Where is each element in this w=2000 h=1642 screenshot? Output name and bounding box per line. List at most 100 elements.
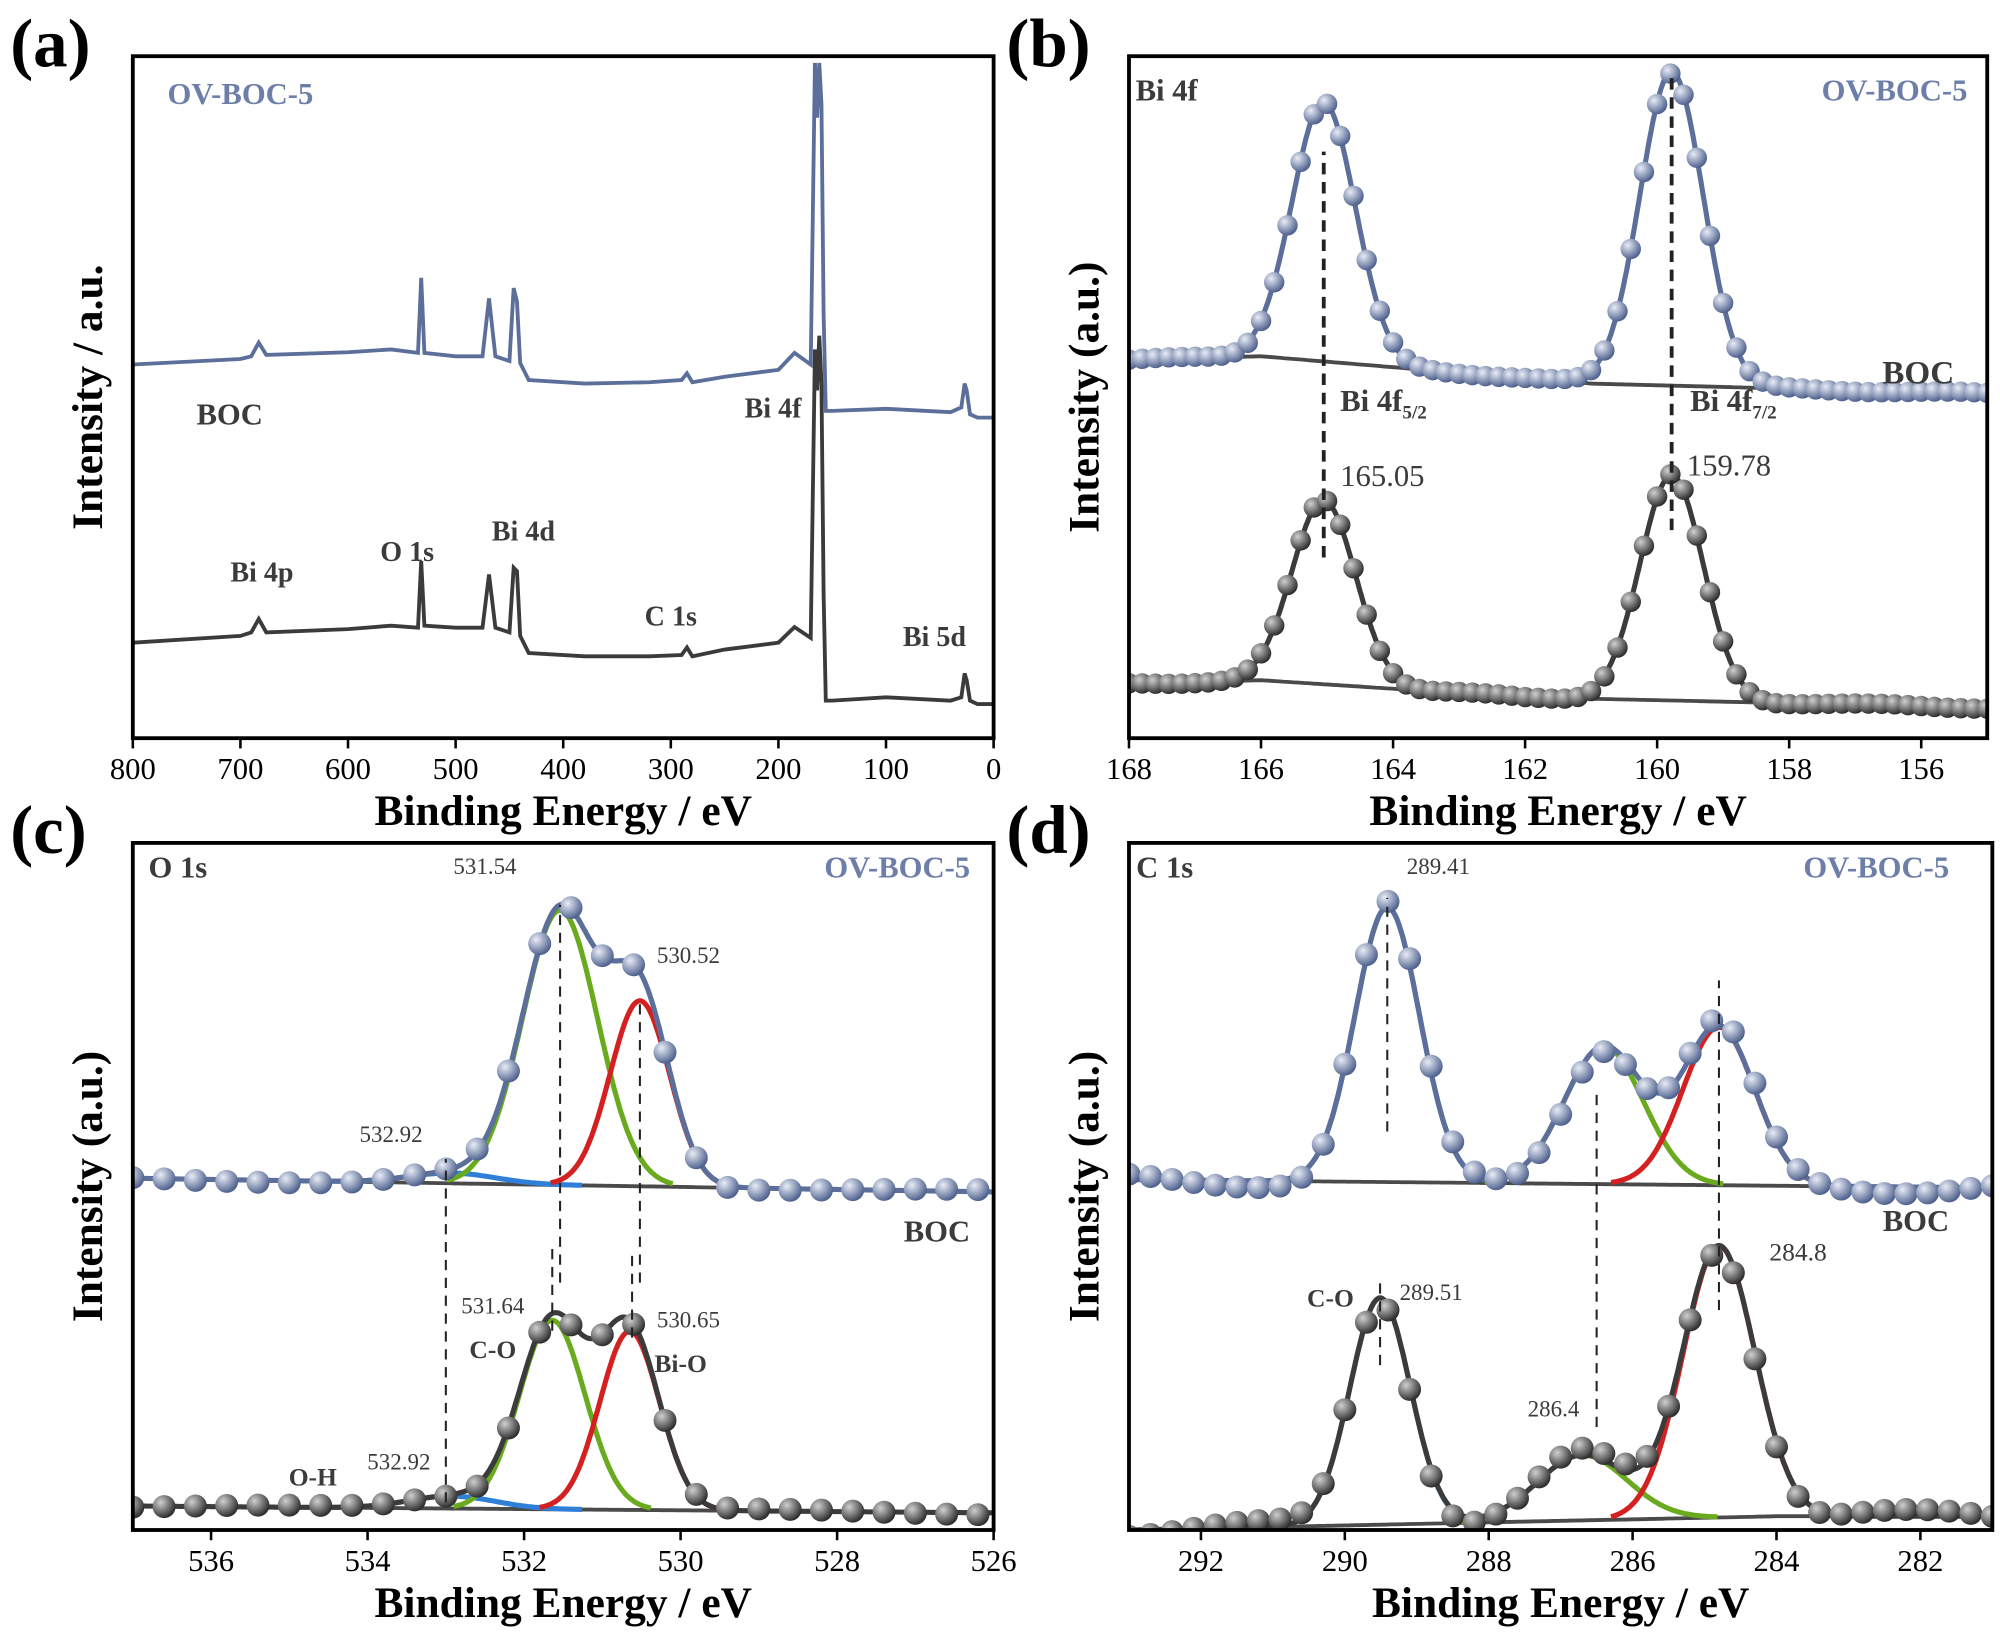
data-point-d-boc	[1937, 1499, 1961, 1523]
data-point-b-ov-boc-5	[1607, 301, 1628, 322]
plot-frame-c	[130, 840, 996, 1532]
annotation-text-d: 289.41	[1407, 854, 1470, 879]
data-point-c-ov-boc-5	[903, 1177, 927, 1201]
data-point-d-ov-boc-5	[1570, 1060, 1594, 1084]
annotation-text-b: Bi 4f	[1136, 74, 1199, 108]
plot-frame-a	[130, 54, 996, 741]
data-point-b-boc	[1356, 604, 1377, 625]
x-tick-label-b: 158	[1766, 752, 1812, 786]
data-point-d-ov-boc-5	[1829, 1177, 1853, 1201]
data-point-d-boc	[1462, 1510, 1486, 1531]
data-point-c-boc	[340, 1493, 364, 1517]
annotation-text-c: OV-BOC-5	[824, 850, 970, 884]
data-point-d-boc	[1592, 1442, 1616, 1466]
data-point-d-ov-boc-5	[1268, 1174, 1292, 1198]
data-point-d-ov-boc-5	[1203, 1173, 1227, 1197]
annotation-b: OV-BOC-5	[1822, 74, 1968, 108]
data-point-b-ov-boc-5	[1673, 84, 1694, 105]
data-point-c-boc	[309, 1493, 333, 1517]
x-tick-label-c: 530	[658, 1544, 704, 1578]
data-point-c-boc	[371, 1492, 395, 1516]
data-point-d-ov-boc-5	[1700, 1009, 1724, 1033]
annotation-text-b: 159.78	[1687, 449, 1771, 483]
data-point-d-ov-boc-5	[1128, 1162, 1141, 1186]
data-point-b-boc	[1633, 535, 1655, 556]
data-point-c-boc	[403, 1488, 427, 1512]
data-point-c-ov-boc-5	[747, 1178, 771, 1202]
data-point-b-boc	[1369, 640, 1391, 662]
annotation-c: Bi-O	[654, 1349, 706, 1378]
data-point-b-boc	[1686, 525, 1708, 546]
data-point-c-boc	[496, 1416, 520, 1440]
y-axis-label-d: Intensity (a.u.)	[1060, 1051, 1108, 1322]
data-point-d-ov-boc-5	[1613, 1053, 1637, 1076]
data-point-c-boc	[841, 1499, 865, 1523]
annotation-d: 289.51	[1400, 1280, 1463, 1305]
data-point-d-ov-boc-5	[1484, 1167, 1508, 1191]
annotation-text-c: 530.52	[657, 943, 720, 968]
data-point-d-boc	[1311, 1472, 1335, 1496]
data-point-c-boc	[716, 1496, 740, 1520]
annotation-text-c: C-O	[469, 1335, 516, 1364]
x-tick-label-d: 288	[1466, 1544, 1512, 1578]
data-point-c-boc	[622, 1312, 646, 1336]
survey-line-ov-boc-5	[132, 62, 994, 420]
data-point-b-ov-boc-5	[1369, 300, 1391, 321]
data-point-b-boc	[1712, 631, 1734, 652]
data-point-b-ov-boc-5	[1660, 63, 1681, 84]
data-point-d-boc	[1506, 1486, 1529, 1510]
data-point-c-ov-boc-5	[966, 1178, 990, 1202]
data-point-c-ov-boc-5	[246, 1170, 270, 1194]
annotation-c: 532.92	[359, 1122, 422, 1147]
data-point-d-boc	[1160, 1520, 1184, 1531]
x-tick-label-c: 528	[814, 1544, 860, 1578]
data-point-c-ov-boc-5	[340, 1170, 364, 1194]
data-point-c-boc	[152, 1495, 176, 1519]
panel-b: (b) Binding Energy / eV Intensity (a.u.) 16…	[1006, 5, 1990, 835]
annotation-text-b: Bi 4f	[1690, 384, 1753, 418]
data-point-d-ov-boc-5	[1678, 1041, 1702, 1065]
data-point-b-ov-boc-5	[1712, 292, 1734, 314]
data-point-c-boc	[465, 1474, 489, 1498]
annotation-c: 530.65	[657, 1307, 720, 1332]
panel-a: (a) Binding Energy / eV Intensity / a.u. 80…	[10, 5, 1001, 835]
plot-area-d	[1128, 889, 1993, 1531]
x-tick-label-b: 156	[1898, 752, 1944, 786]
data-point-c-boc	[684, 1482, 708, 1506]
data-point-d-boc	[1398, 1377, 1422, 1401]
data-point-b-boc	[1330, 514, 1351, 535]
x-tick-label-b: 168	[1106, 752, 1152, 786]
panel-label-d: (d)	[1006, 792, 1090, 868]
annotation-text-c: 530.65	[657, 1307, 720, 1332]
annotation-text-c: 531.64	[461, 1294, 525, 1319]
annotation-text-a: C 1s	[645, 602, 697, 633]
data-point-c-ov-boc-5	[496, 1059, 520, 1083]
annotation-text-a: BOC	[196, 397, 262, 431]
data-point-c-boc	[747, 1497, 771, 1521]
data-point-d-ov-boc-5	[1506, 1161, 1529, 1185]
annotation-c: OV-BOC-5	[824, 850, 970, 884]
data-point-d-boc	[1333, 1398, 1357, 1422]
y-axis-label-b: Intensity (a.u.)	[1060, 262, 1108, 533]
x-tick-label-a: 300	[648, 752, 694, 786]
x-tick-label-a: 0	[986, 752, 1001, 786]
annotation-text-a: Bi 5d	[903, 622, 967, 653]
data-point-b-boc	[1607, 637, 1628, 658]
data-point-c-boc	[528, 1320, 552, 1344]
x-tick-label-a: 500	[433, 752, 479, 786]
annotation-text-c: 531.54	[453, 854, 517, 879]
data-point-d-boc	[1700, 1243, 1724, 1267]
x-tick-label-d: 290	[1322, 1544, 1368, 1578]
annotation-b: BOC	[1882, 355, 1954, 392]
data-point-d-ov-boc-5	[1311, 1132, 1335, 1156]
data-point-b-ov-boc-5	[1237, 332, 1258, 354]
data-point-d-boc	[1268, 1507, 1292, 1531]
data-point-d-boc	[1484, 1502, 1508, 1526]
data-point-b-ov-boc-5	[1263, 272, 1285, 293]
data-point-c-ov-boc-5	[778, 1178, 802, 1202]
y-axis-label-c: Intensity (a.u.)	[64, 1051, 112, 1322]
x-axis-label-c: Binding Energy / eV	[374, 1579, 751, 1627]
data-point-c-ov-boc-5	[309, 1171, 333, 1195]
